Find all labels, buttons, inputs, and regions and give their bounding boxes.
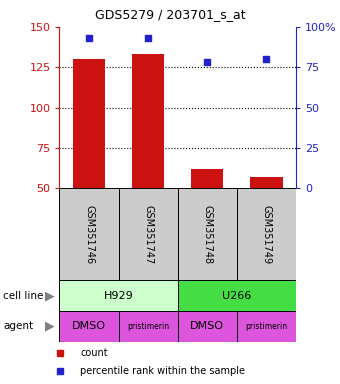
- Text: GSM351748: GSM351748: [202, 205, 212, 264]
- Bar: [73, 59, 105, 188]
- Text: H929: H929: [104, 291, 133, 301]
- Text: ▶: ▶: [45, 320, 54, 333]
- Text: DMSO: DMSO: [72, 321, 106, 331]
- Text: count: count: [81, 348, 108, 358]
- Text: GDS5279 / 203701_s_at: GDS5279 / 203701_s_at: [95, 8, 245, 21]
- Text: GSM351746: GSM351746: [84, 205, 94, 264]
- Bar: [250, 177, 283, 188]
- Text: ▶: ▶: [45, 289, 54, 302]
- Bar: [177, 280, 296, 311]
- Bar: [59, 280, 177, 311]
- Text: percentile rank within the sample: percentile rank within the sample: [81, 366, 245, 376]
- Text: GSM351747: GSM351747: [143, 205, 153, 264]
- Bar: [237, 188, 296, 280]
- Text: U266: U266: [222, 291, 251, 301]
- Bar: [119, 188, 177, 280]
- Bar: [177, 188, 237, 280]
- Text: pristimerin: pristimerin: [127, 322, 169, 331]
- Point: [86, 35, 92, 41]
- Text: agent: agent: [3, 321, 34, 331]
- Bar: [132, 54, 164, 188]
- Bar: [59, 188, 119, 280]
- Text: DMSO: DMSO: [190, 321, 224, 331]
- Text: GSM351749: GSM351749: [261, 205, 271, 264]
- Point: [264, 56, 269, 62]
- Text: cell line: cell line: [3, 291, 44, 301]
- Bar: [177, 311, 237, 342]
- Point: [146, 35, 151, 41]
- Text: pristimerin: pristimerin: [245, 322, 287, 331]
- Bar: [237, 311, 296, 342]
- Point: [204, 59, 210, 65]
- Bar: [119, 311, 177, 342]
- Bar: [191, 169, 223, 188]
- Bar: [59, 311, 119, 342]
